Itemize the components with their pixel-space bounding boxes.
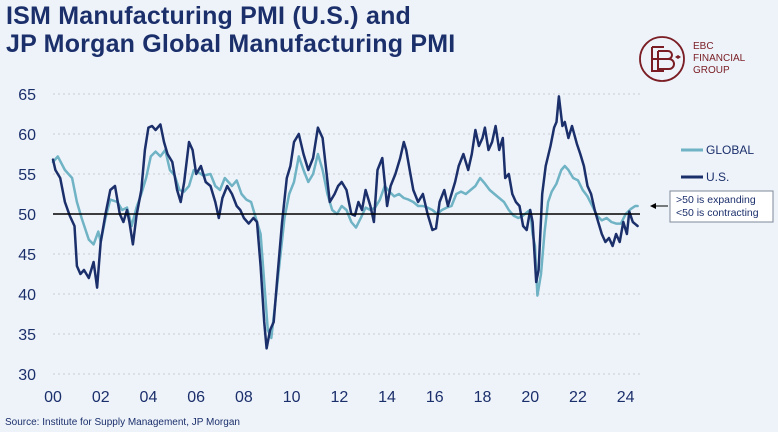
x-tick-label: 02 — [92, 389, 110, 406]
x-tick-label: 12 — [330, 389, 348, 406]
y-tick-label: 50 — [18, 207, 36, 224]
x-tick-label: 24 — [617, 389, 635, 406]
ebc-logo: EBC FINANCIAL GROUP — [638, 35, 758, 85]
annotation-line-2: <50 is contracting — [676, 207, 759, 219]
x-tick-label: 08 — [235, 389, 253, 406]
x-tick-label: 14 — [378, 389, 396, 406]
x-tick-label: 16 — [426, 389, 444, 406]
ebc-logo-mark-icon — [639, 36, 685, 82]
x-tick-label: 00 — [44, 389, 62, 406]
logo-text: EBC FINANCIAL GROUP — [693, 41, 745, 77]
title-line-1: ISM Manufacturing PMI (U.S.) and — [6, 2, 412, 30]
y-tick-label: 60 — [18, 127, 36, 144]
logo-line-1: EBC — [693, 41, 714, 52]
logo-line-2: FINANCIAL — [693, 53, 746, 64]
annotation-line-1: >50 is expanding — [676, 194, 756, 206]
x-tick-label: 22 — [569, 389, 587, 406]
us-series-line — [51, 95, 639, 350]
y-tick-label: 35 — [18, 327, 36, 344]
y-tick-label: 65 — [18, 87, 36, 104]
x-tick-label: 20 — [521, 389, 539, 406]
y-tick-label: 45 — [18, 247, 36, 264]
chart-title: ISM Manufacturing PMI (U.S.) and JP Morg… — [6, 2, 455, 58]
x-tick-label: 04 — [140, 389, 158, 406]
y-tick-label: 40 — [18, 287, 36, 304]
x-tick-label: 10 — [283, 389, 301, 406]
legend-label: GLOBAL — [706, 143, 754, 157]
logo-line-3: GROUP — [693, 65, 730, 76]
legend-label: U.S. — [706, 170, 729, 184]
y-tick-label: 30 — [18, 367, 36, 384]
global-series-line — [51, 148, 639, 340]
source-note: Source: Institute for Supply Management,… — [5, 417, 240, 428]
title-line-2: JP Morgan Global Manufacturing PMI — [6, 30, 456, 58]
x-tick-label: 18 — [474, 389, 492, 406]
x-tick-label: 06 — [187, 389, 205, 406]
annotation-arrow-icon — [650, 203, 656, 209]
annotation-box — [669, 190, 774, 223]
y-tick-label: 55 — [18, 167, 36, 184]
